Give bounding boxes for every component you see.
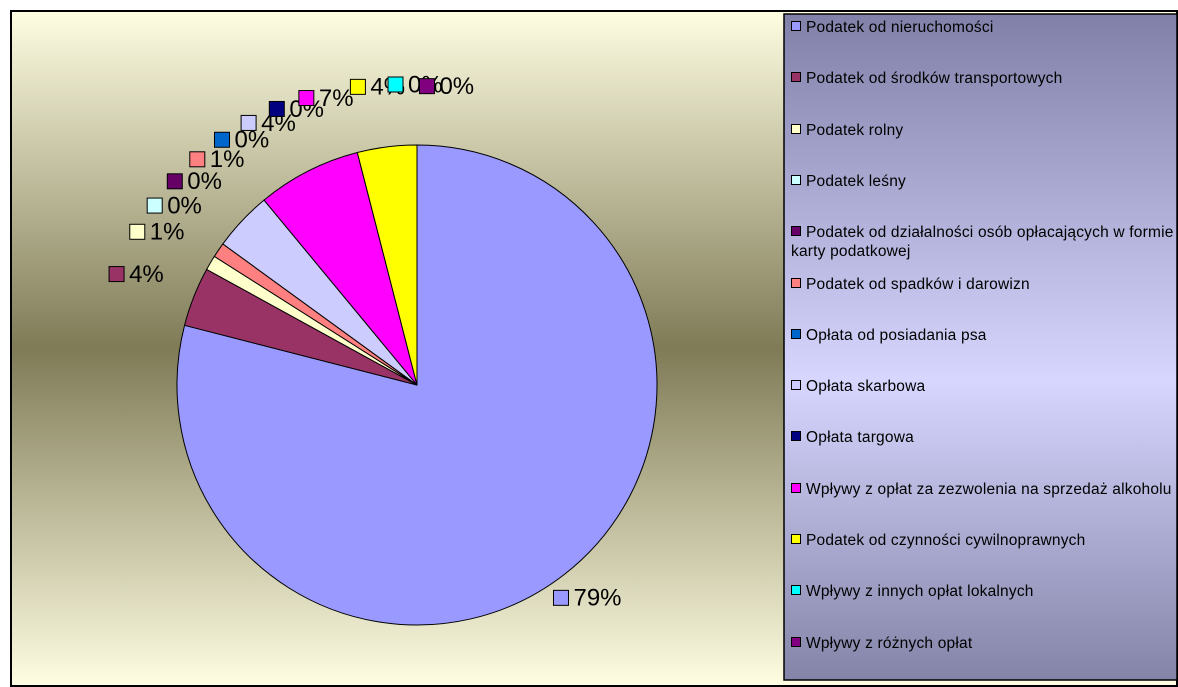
legend-item: Wpływy z opłat za zezwolenia na sprzedaż… <box>791 480 1177 499</box>
pie-slice <box>356 144 418 386</box>
data-label: 0% <box>234 127 269 154</box>
label-swatch <box>552 589 569 606</box>
legend-label: Podatek leśny <box>806 172 906 190</box>
data-label: 4% <box>129 261 164 288</box>
legend-label: Opłata targowa <box>806 429 914 447</box>
label-swatch <box>166 173 183 190</box>
legend-swatch <box>791 380 801 391</box>
legend-swatch <box>791 174 801 185</box>
label-swatch <box>387 76 404 93</box>
label-swatch <box>146 197 163 214</box>
legend-label: Opłata od posiadania psa <box>806 326 987 344</box>
label-swatch <box>189 151 206 168</box>
legend-label: Podatek od spadków i darowizn <box>806 275 1030 293</box>
legend-swatch <box>791 431 801 442</box>
legend-swatch <box>791 585 801 596</box>
label-swatch <box>298 90 315 107</box>
legend-swatch <box>791 534 801 544</box>
legend-item: Podatek leśny <box>791 172 1177 191</box>
legend-swatch <box>791 277 801 288</box>
data-label: 0% <box>167 192 202 219</box>
legend-label: Podatek od działalności osób opłacającyc… <box>791 224 1174 261</box>
label-swatch <box>268 100 285 117</box>
legend-label: Wpływy z opłat za zezwolenia na sprzedaż… <box>806 480 1172 498</box>
pie-slice <box>263 151 418 386</box>
label-swatch <box>240 114 257 131</box>
legend-item: Wpływy z różnych opłat <box>791 634 1177 653</box>
legend-label: Podatek od czynności cywilnoprawnych <box>806 532 1086 549</box>
legend-label: Opłata skarbowa <box>806 378 926 396</box>
legend-swatch <box>791 72 801 83</box>
data-label: 79% <box>573 585 621 612</box>
legend-label: Podatek od nieruchomości <box>806 19 994 36</box>
legend-item: Podatek od środków transportowych <box>791 69 1177 88</box>
legend-item: Opłata skarbowa <box>791 377 1177 396</box>
label-swatch <box>129 223 146 240</box>
legend-label: Wpływy z innych opłat lokalnych <box>806 583 1034 601</box>
label-swatch <box>418 78 435 95</box>
legend: Podatek od nieruchomości Podatek od środk… <box>785 14 1177 680</box>
label-swatch <box>213 131 230 148</box>
legend-swatch <box>791 328 801 339</box>
data-label: 0% <box>439 73 474 100</box>
legend-item: Podatek od czynności cywilnoprawnych <box>791 531 1177 550</box>
legend-label: Podatek rolny <box>806 121 904 139</box>
data-label: 1% <box>150 219 185 246</box>
legend-box <box>783 13 1178 681</box>
legend-label: Podatek od środków transportowych <box>806 70 1063 88</box>
data-label: 0% <box>187 168 222 195</box>
legend-swatch <box>791 636 801 647</box>
legend-swatch <box>791 21 801 31</box>
label-swatch <box>349 78 366 95</box>
label-swatch <box>108 266 125 283</box>
data-label: 7% <box>319 85 354 112</box>
legend-item: Wpływy z innych opłat lokalnych <box>791 582 1177 601</box>
legend-swatch <box>791 482 801 493</box>
legend-label: Wpływy z różnych opłat <box>806 634 973 652</box>
data-label: 1% <box>210 146 245 173</box>
legend-item: Podatek od spadków i darowizn <box>791 275 1177 294</box>
legend-swatch <box>791 123 801 134</box>
legend-item: Opłata od posiadania psa <box>791 326 1177 345</box>
legend-item: Podatek od nieruchomości <box>791 18 1177 37</box>
legend-item: Podatek rolny <box>791 121 1177 140</box>
legend-swatch <box>791 226 801 237</box>
legend-item: Podatek od działalności osób opłacającyc… <box>791 223 1177 261</box>
legend-item: Opłata targowa <box>791 428 1177 447</box>
